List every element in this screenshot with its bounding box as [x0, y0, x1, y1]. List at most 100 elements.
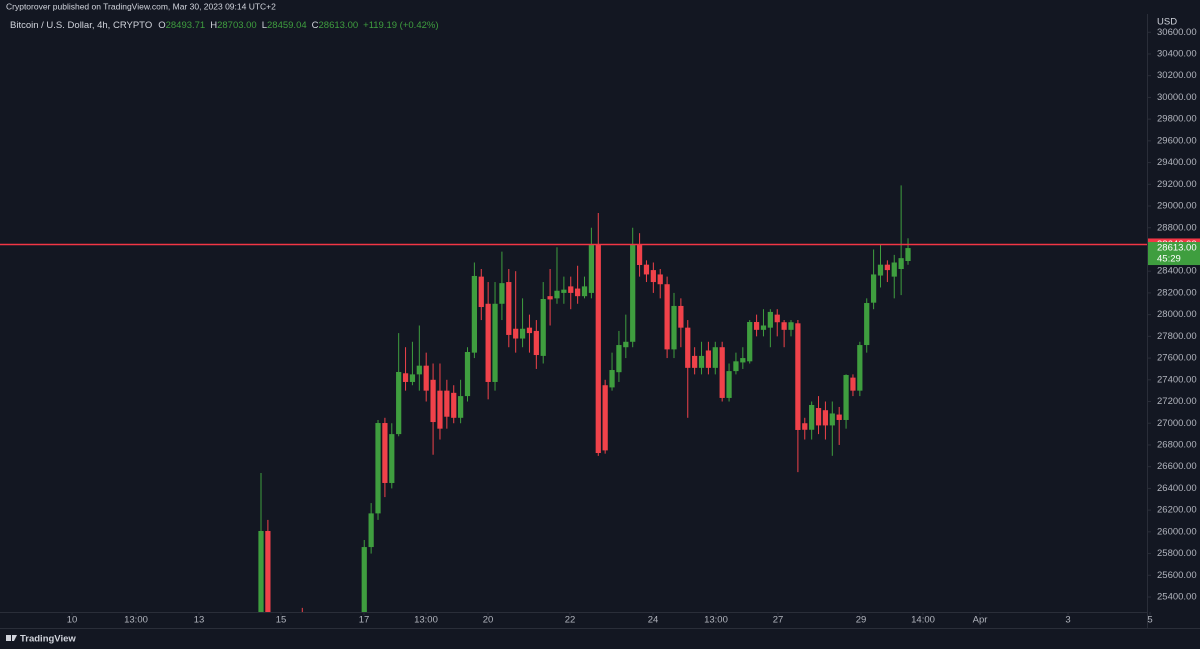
candle-body [554, 290, 560, 299]
candle-body [464, 351, 471, 397]
x-tick-label: 3 [1065, 615, 1070, 626]
candle-body [416, 365, 422, 375]
candle-body [616, 345, 622, 373]
logo-mark [6, 635, 11, 641]
y-tick-label: 27600.00 [1157, 353, 1197, 364]
candle-body [905, 248, 911, 262]
candle-body [705, 350, 712, 368]
candle-body [829, 413, 835, 426]
candle-body [451, 392, 457, 418]
candle-body [478, 276, 484, 308]
candle-body [733, 361, 739, 372]
candle-body [747, 322, 753, 362]
x-tick-label: 27 [773, 615, 784, 626]
candle-body [540, 298, 546, 356]
x-tick-label: 17 [359, 615, 370, 626]
candle-body [836, 414, 842, 420]
candle-body [877, 264, 884, 276]
candle-body [698, 355, 705, 368]
y-tick-label: 25800.00 [1157, 548, 1197, 559]
legend-symbol: Bitcoin / U.S. Dollar, 4h, CRYPTO [10, 20, 152, 31]
candle-body [884, 264, 890, 271]
candle-body [602, 385, 608, 451]
candle-body [513, 328, 519, 339]
candle-body [650, 270, 656, 283]
last-price-tag [1148, 242, 1200, 266]
candle-body [843, 375, 849, 420]
candle-body [458, 396, 464, 418]
candle-body [471, 275, 477, 353]
y-tick-label: 28200.00 [1157, 287, 1197, 298]
candle-body [630, 244, 636, 342]
candle-body [726, 371, 732, 398]
candle-body [809, 404, 815, 430]
candle-body [402, 373, 409, 382]
y-tick-label: 25400.00 [1157, 592, 1197, 603]
candle-body [788, 322, 794, 330]
candle-body [547, 296, 553, 300]
candle-body [444, 390, 450, 417]
legend-value: 28613.00 [319, 20, 359, 31]
candle-body [368, 513, 374, 548]
candle-body [485, 303, 491, 382]
candle-body [760, 325, 767, 330]
y-tick-label: 25600.00 [1157, 570, 1197, 581]
y-tick-label: 27200.00 [1157, 396, 1197, 407]
countdown: 45:29 [1157, 254, 1181, 265]
candle-body [678, 305, 684, 328]
x-tick-label: 14:00 [911, 615, 935, 626]
x-tick-label: 13 [194, 615, 205, 626]
y-tick-label: 26400.00 [1157, 483, 1197, 494]
candle-body [850, 377, 856, 391]
candle-body [361, 547, 367, 612]
x-tick-label: 24 [648, 615, 659, 626]
x-tick-label: 22 [565, 615, 576, 626]
y-tick-label: 29000.00 [1157, 201, 1197, 212]
candle-body [396, 371, 402, 435]
candle-body [568, 286, 574, 293]
candle-body [389, 434, 395, 483]
legend-value: 28459.04 [267, 20, 307, 31]
y-tick-label: 26200.00 [1157, 505, 1197, 516]
candle-body [898, 258, 904, 270]
x-tick-label: 5 [1147, 615, 1152, 626]
x-tick-label: 13:00 [704, 615, 728, 626]
candle-body [740, 358, 746, 363]
legend-key: C [312, 20, 319, 31]
candle-body [526, 327, 533, 334]
candle-body [492, 303, 498, 382]
y-tick-label: 28400.00 [1157, 266, 1197, 277]
x-tick-label: 13:00 [414, 615, 438, 626]
y-tick-label: 28800.00 [1157, 222, 1197, 233]
y-axis-label: USD [1157, 17, 1177, 28]
candle-body [753, 322, 760, 330]
legend-key: H [210, 20, 217, 31]
legend-key: O [158, 20, 165, 31]
candle-body [506, 282, 512, 335]
candle-body [864, 303, 870, 346]
candle-body [870, 274, 877, 303]
candle-body [781, 322, 787, 330]
y-tick-label: 30600.00 [1157, 27, 1197, 38]
legend-value: 28703.00 [217, 20, 257, 31]
candle-body [382, 423, 388, 483]
candle-body [767, 311, 773, 328]
candle-body [795, 323, 801, 430]
y-tick-label: 26600.00 [1157, 461, 1197, 472]
candle-body [258, 530, 264, 612]
candle-body [671, 305, 677, 350]
candle-body [774, 314, 780, 323]
x-tick-label: 20 [483, 615, 494, 626]
candle-body [719, 347, 725, 398]
candle-body [437, 390, 443, 429]
logo-mark [12, 635, 17, 641]
candle-body [561, 289, 567, 293]
y-tick-label: 30400.00 [1157, 48, 1197, 59]
footer-logo [6, 635, 17, 641]
header: Cryptorover published on TradingView.com… [6, 1, 276, 11]
candle-body [712, 347, 718, 368]
y-tick-label: 29200.00 [1157, 179, 1197, 190]
candle-body [664, 284, 670, 350]
footer: TradingView [20, 634, 76, 645]
